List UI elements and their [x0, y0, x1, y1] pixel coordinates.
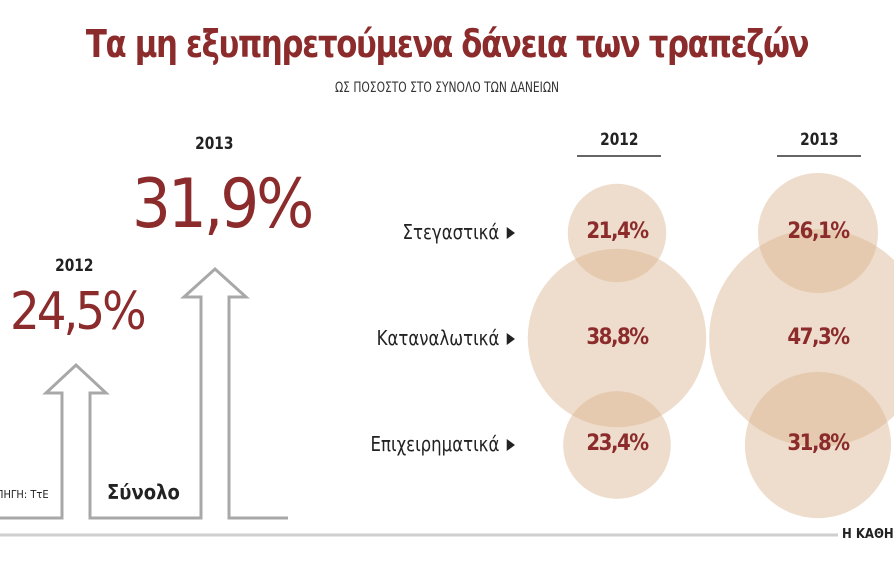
column-header-2012: 2012 — [600, 130, 639, 150]
x-label: Σύνολο — [107, 480, 180, 504]
bar-value-2013: 31,9% — [132, 165, 314, 244]
value-2013-housing: 26,1% — [787, 219, 850, 244]
row-label-business: Επιχειρηματικά — [285, 432, 515, 456]
bubble-2013-housing — [757, 172, 879, 294]
bubble-layer — [527, 172, 894, 519]
row-label-housing: Στεγαστικά — [285, 220, 515, 244]
column-header-2013: 2013 — [800, 130, 839, 150]
value-2013-consumer: 47,3% — [787, 325, 850, 350]
bubble-2012-housing — [567, 183, 667, 283]
bubble-2012-consumer — [527, 248, 707, 428]
value-2012-consumer: 38,8% — [586, 325, 649, 350]
bar-year-2013: 2013 — [195, 134, 234, 154]
total-arrows-outline — [0, 266, 288, 520]
publisher-credit: Η ΚΑΘΗ — [842, 527, 894, 542]
bar-year-2012: 2012 — [55, 256, 94, 276]
bubble-2013-consumer — [709, 229, 894, 447]
chart-subtitle: ΩΣ ΠΟΣΟΣΤΟ ΣΤΟ ΣΥΝΟΛΟ ΤΩΝ ΔΑΝΕΙΩΝ — [334, 80, 560, 96]
row-label-consumer: Καταναλωτικά — [285, 326, 515, 350]
bubble-2013-business — [744, 371, 892, 519]
chart-title: Τα μη εξυπηρετούμενα δάνεια των τραπεζών — [85, 22, 810, 66]
value-2012-housing: 21,4% — [586, 219, 649, 244]
value-2012-business: 23,4% — [586, 431, 649, 456]
source-note: ΠΗΓΗ: ΤτΕ — [0, 488, 49, 501]
bubble-2012-business — [563, 391, 671, 499]
bar-value-2012: 24,5% — [10, 282, 147, 342]
value-2013-business: 31,8% — [787, 431, 850, 456]
